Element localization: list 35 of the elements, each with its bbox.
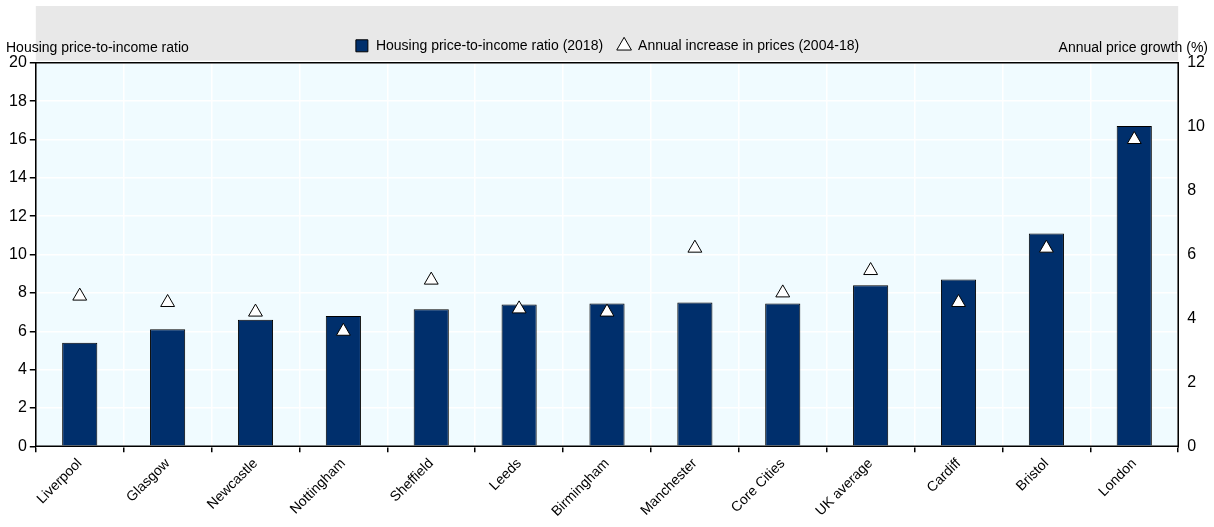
y-tick-label: 10 (9, 244, 27, 262)
y-tick-label: 20 (9, 53, 27, 71)
point (1126, 131, 1142, 144)
point (423, 271, 439, 285)
y-tick-label: 2 (17, 398, 27, 416)
y2-tick-label: 8 (1187, 181, 1197, 199)
y2-tick-label: 6 (1187, 244, 1197, 262)
point (863, 262, 879, 276)
y-tick-label: 8 (17, 283, 27, 301)
y2-tick-label: 0 (1187, 436, 1197, 454)
point (72, 287, 88, 301)
y-tick-label: 4 (17, 360, 27, 378)
y2-tick-label: 2 (1187, 372, 1197, 390)
y-tick-label: 12 (9, 206, 27, 224)
y-tick-label: 14 (9, 168, 27, 186)
legend-label: Housing price-to-income ratio (2018) (375, 36, 604, 53)
point (1038, 239, 1054, 253)
point (599, 303, 615, 317)
y2-tick-label: 12 (1187, 53, 1206, 71)
y2-axis-title: Annual price growth (%) (1058, 38, 1208, 55)
y-tick-label: 18 (9, 91, 27, 109)
point (775, 284, 791, 298)
y-tick-label: 16 (9, 129, 27, 147)
y2-tick-label: 10 (1187, 117, 1206, 135)
point (335, 322, 351, 336)
y-axis-title: Housing price-to-income ratio (6, 38, 190, 55)
point (687, 239, 703, 253)
point (951, 293, 966, 307)
y-tick-label: 0 (17, 436, 27, 454)
y-tick-label: 6 (17, 321, 27, 339)
point (248, 303, 263, 317)
point (160, 293, 176, 307)
point (511, 300, 527, 314)
y2-tick-label: 4 (1187, 308, 1197, 326)
legend-label: Annual increase in prices (2004-18) (638, 36, 860, 53)
